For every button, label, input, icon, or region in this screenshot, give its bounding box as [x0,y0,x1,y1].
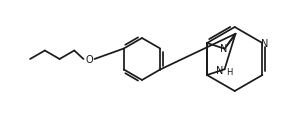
Text: N: N [220,43,227,53]
Text: O: O [85,55,93,64]
Text: N: N [216,66,224,76]
Text: N: N [261,39,268,49]
Text: H: H [227,67,233,76]
